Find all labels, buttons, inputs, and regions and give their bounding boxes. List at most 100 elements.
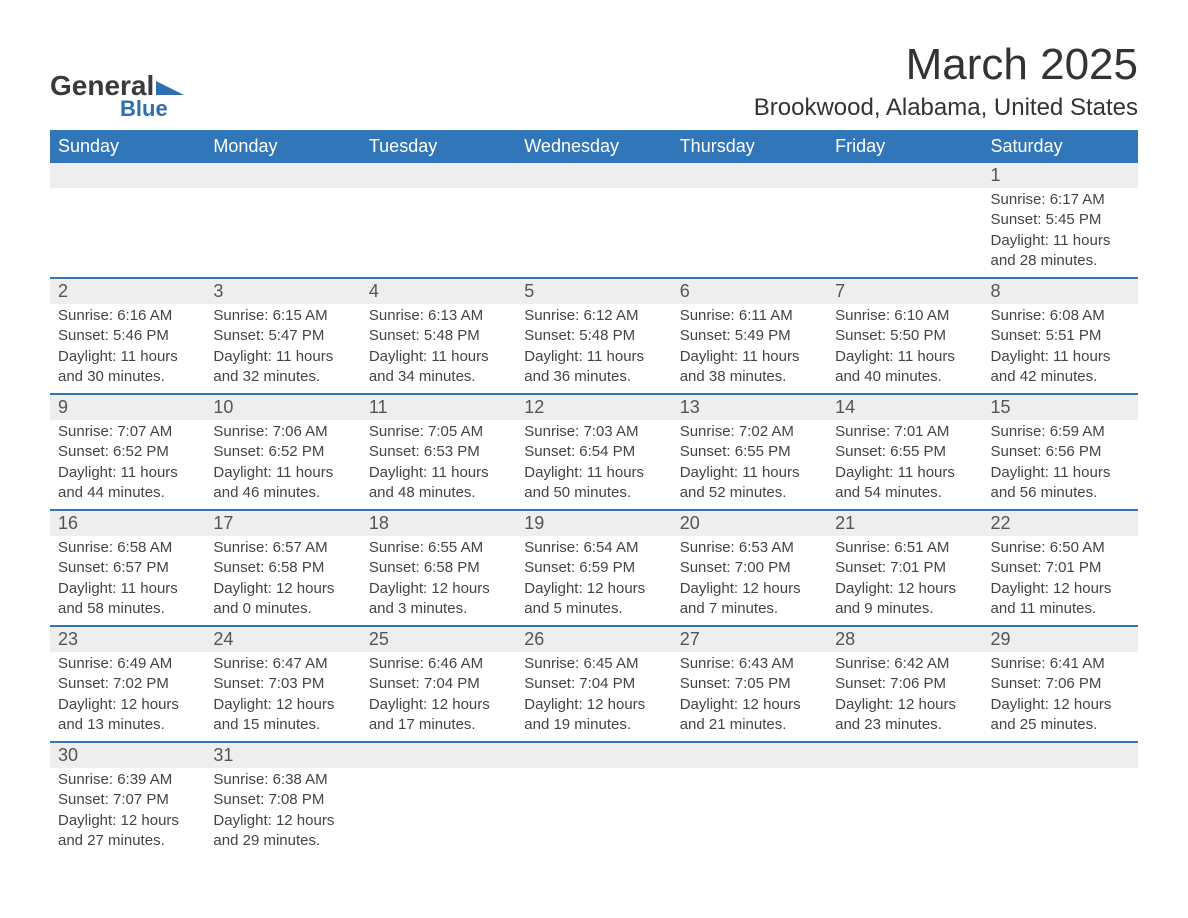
day-number xyxy=(50,163,205,188)
sunset-line: Sunset: 6:57 PM xyxy=(58,558,197,578)
day-info: Sunrise: 6:12 AMSunset: 5:48 PMDaylight:… xyxy=(516,304,671,393)
day-number: 6 xyxy=(672,279,827,304)
sunrise-line: Sunrise: 6:47 AM xyxy=(213,654,352,674)
calendar-day-cell: 9Sunrise: 7:07 AMSunset: 6:52 PMDaylight… xyxy=(50,394,205,510)
sunrise-line: Sunrise: 7:05 AM xyxy=(369,422,508,442)
daylight-line: Daylight: 12 hours and 25 minutes. xyxy=(991,695,1130,736)
day-number: 1 xyxy=(983,163,1138,188)
sunrise-line: Sunrise: 7:06 AM xyxy=(213,422,352,442)
month-title: March 2025 xyxy=(754,40,1138,90)
sunset-line: Sunset: 6:58 PM xyxy=(213,558,352,578)
calendar-week-row: 1Sunrise: 6:17 AMSunset: 5:45 PMDaylight… xyxy=(50,163,1138,278)
day-number: 2 xyxy=(50,279,205,304)
sunset-line: Sunset: 6:53 PM xyxy=(369,442,508,462)
day-number: 25 xyxy=(361,627,516,652)
calendar-week-row: 16Sunrise: 6:58 AMSunset: 6:57 PMDayligh… xyxy=(50,510,1138,626)
day-number: 26 xyxy=(516,627,671,652)
sunrise-line: Sunrise: 6:55 AM xyxy=(369,538,508,558)
calendar-day-cell: 28Sunrise: 6:42 AMSunset: 7:06 PMDayligh… xyxy=(827,626,982,742)
weekday-header: Friday xyxy=(827,130,982,163)
day-info: Sunrise: 6:43 AMSunset: 7:05 PMDaylight:… xyxy=(672,652,827,741)
sunset-line: Sunset: 6:59 PM xyxy=(524,558,663,578)
daylight-line: Daylight: 12 hours and 0 minutes. xyxy=(213,579,352,620)
calendar-day-cell: 29Sunrise: 6:41 AMSunset: 7:06 PMDayligh… xyxy=(983,626,1138,742)
day-number xyxy=(672,163,827,188)
daylight-line: Daylight: 11 hours and 38 minutes. xyxy=(680,347,819,388)
calendar-day-cell: 4Sunrise: 6:13 AMSunset: 5:48 PMDaylight… xyxy=(361,278,516,394)
daylight-line: Daylight: 12 hours and 9 minutes. xyxy=(835,579,974,620)
daylight-line: Daylight: 12 hours and 17 minutes. xyxy=(369,695,508,736)
day-number: 3 xyxy=(205,279,360,304)
daylight-line: Daylight: 12 hours and 7 minutes. xyxy=(680,579,819,620)
weekday-header: Saturday xyxy=(983,130,1138,163)
day-info: Sunrise: 6:11 AMSunset: 5:49 PMDaylight:… xyxy=(672,304,827,393)
sunset-line: Sunset: 5:46 PM xyxy=(58,326,197,346)
day-number: 10 xyxy=(205,395,360,420)
sunrise-line: Sunrise: 6:58 AM xyxy=(58,538,197,558)
day-info: Sunrise: 6:17 AMSunset: 5:45 PMDaylight:… xyxy=(983,188,1138,277)
calendar-day-cell: 8Sunrise: 6:08 AMSunset: 5:51 PMDaylight… xyxy=(983,278,1138,394)
calendar-day-cell: 18Sunrise: 6:55 AMSunset: 6:58 PMDayligh… xyxy=(361,510,516,626)
logo-text-blue: Blue xyxy=(120,96,168,122)
sunrise-line: Sunrise: 6:16 AM xyxy=(58,306,197,326)
daylight-line: Daylight: 12 hours and 29 minutes. xyxy=(213,811,352,852)
daylight-line: Daylight: 12 hours and 11 minutes. xyxy=(991,579,1130,620)
sunset-line: Sunset: 7:02 PM xyxy=(58,674,197,694)
calendar-day-cell: 12Sunrise: 7:03 AMSunset: 6:54 PMDayligh… xyxy=(516,394,671,510)
sunrise-line: Sunrise: 6:50 AM xyxy=(991,538,1130,558)
sunrise-line: Sunrise: 7:03 AM xyxy=(524,422,663,442)
calendar-day-cell: 27Sunrise: 6:43 AMSunset: 7:05 PMDayligh… xyxy=(672,626,827,742)
sunrise-line: Sunrise: 7:07 AM xyxy=(58,422,197,442)
calendar-day-cell: 24Sunrise: 6:47 AMSunset: 7:03 PMDayligh… xyxy=(205,626,360,742)
sunrise-line: Sunrise: 6:13 AM xyxy=(369,306,508,326)
calendar-day-cell: 20Sunrise: 6:53 AMSunset: 7:00 PMDayligh… xyxy=(672,510,827,626)
sunset-line: Sunset: 5:49 PM xyxy=(680,326,819,346)
day-number: 13 xyxy=(672,395,827,420)
day-info: Sunrise: 7:07 AMSunset: 6:52 PMDaylight:… xyxy=(50,420,205,509)
daylight-line: Daylight: 11 hours and 40 minutes. xyxy=(835,347,974,388)
logo: General Blue xyxy=(50,40,184,122)
calendar-day-cell: 5Sunrise: 6:12 AMSunset: 5:48 PMDaylight… xyxy=(516,278,671,394)
calendar-day-cell: 13Sunrise: 7:02 AMSunset: 6:55 PMDayligh… xyxy=(672,394,827,510)
day-number: 30 xyxy=(50,743,205,768)
calendar-day-cell xyxy=(983,742,1138,857)
daylight-line: Daylight: 12 hours and 19 minutes. xyxy=(524,695,663,736)
weekday-header: Tuesday xyxy=(361,130,516,163)
day-number xyxy=(672,743,827,768)
daylight-line: Daylight: 11 hours and 50 minutes. xyxy=(524,463,663,504)
daylight-line: Daylight: 11 hours and 46 minutes. xyxy=(213,463,352,504)
sunrise-line: Sunrise: 6:49 AM xyxy=(58,654,197,674)
day-info: Sunrise: 6:47 AMSunset: 7:03 PMDaylight:… xyxy=(205,652,360,741)
weekday-header: Thursday xyxy=(672,130,827,163)
sunrise-line: Sunrise: 6:12 AM xyxy=(524,306,663,326)
day-number: 29 xyxy=(983,627,1138,652)
sunrise-line: Sunrise: 6:15 AM xyxy=(213,306,352,326)
weekday-header: Monday xyxy=(205,130,360,163)
sunrise-line: Sunrise: 6:46 AM xyxy=(369,654,508,674)
location: Brookwood, Alabama, United States xyxy=(754,94,1138,122)
sunset-line: Sunset: 5:47 PM xyxy=(213,326,352,346)
sunrise-line: Sunrise: 6:39 AM xyxy=(58,770,197,790)
day-info: Sunrise: 7:05 AMSunset: 6:53 PMDaylight:… xyxy=(361,420,516,509)
day-info: Sunrise: 6:10 AMSunset: 5:50 PMDaylight:… xyxy=(827,304,982,393)
sunset-line: Sunset: 6:55 PM xyxy=(835,442,974,462)
day-number: 17 xyxy=(205,511,360,536)
day-number xyxy=(827,743,982,768)
day-info: Sunrise: 6:13 AMSunset: 5:48 PMDaylight:… xyxy=(361,304,516,393)
calendar-day-cell xyxy=(361,163,516,278)
day-info: Sunrise: 7:03 AMSunset: 6:54 PMDaylight:… xyxy=(516,420,671,509)
daylight-line: Daylight: 11 hours and 54 minutes. xyxy=(835,463,974,504)
calendar-day-cell xyxy=(672,163,827,278)
day-info: Sunrise: 6:16 AMSunset: 5:46 PMDaylight:… xyxy=(50,304,205,393)
calendar-day-cell: 14Sunrise: 7:01 AMSunset: 6:55 PMDayligh… xyxy=(827,394,982,510)
calendar-week-row: 30Sunrise: 6:39 AMSunset: 7:07 PMDayligh… xyxy=(50,742,1138,857)
day-number: 5 xyxy=(516,279,671,304)
sunrise-line: Sunrise: 6:53 AM xyxy=(680,538,819,558)
day-info: Sunrise: 6:45 AMSunset: 7:04 PMDaylight:… xyxy=(516,652,671,741)
calendar-day-cell: 19Sunrise: 6:54 AMSunset: 6:59 PMDayligh… xyxy=(516,510,671,626)
calendar-day-cell xyxy=(827,742,982,857)
daylight-line: Daylight: 11 hours and 42 minutes. xyxy=(991,347,1130,388)
day-info: Sunrise: 6:39 AMSunset: 7:07 PMDaylight:… xyxy=(50,768,205,857)
sunrise-line: Sunrise: 6:10 AM xyxy=(835,306,974,326)
daylight-line: Daylight: 11 hours and 32 minutes. xyxy=(213,347,352,388)
